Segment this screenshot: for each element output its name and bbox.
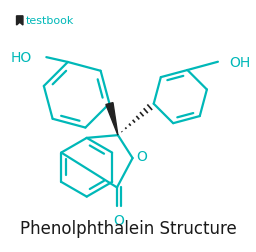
- Text: testbook: testbook: [26, 16, 74, 26]
- Text: OH: OH: [229, 55, 250, 70]
- Text: HO: HO: [10, 51, 32, 65]
- Polygon shape: [106, 103, 118, 136]
- Text: O: O: [136, 150, 147, 164]
- Polygon shape: [17, 17, 23, 26]
- Text: O: O: [113, 213, 124, 227]
- Text: Phenolphthalein Structure: Phenolphthalein Structure: [20, 219, 236, 237]
